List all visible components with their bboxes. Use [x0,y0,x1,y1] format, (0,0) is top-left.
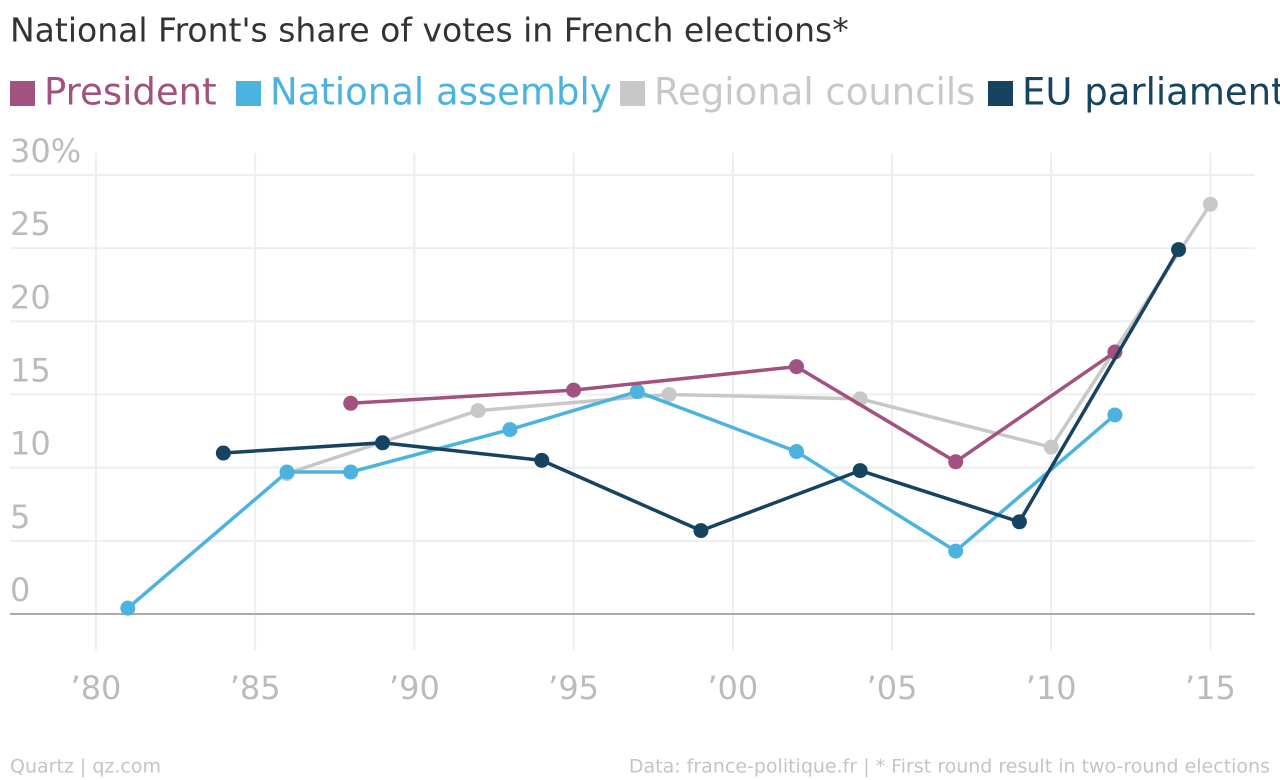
data-point [948,543,964,559]
data-point [1043,439,1059,455]
x-tick-label: ’00 [707,669,758,707]
legend-label: Regional councils [654,71,975,114]
data-point [534,452,550,468]
y-tick-label: 20 [10,278,51,316]
data-point [661,386,677,402]
data-point [1107,407,1123,423]
data-point [693,523,709,539]
data-point [948,454,964,470]
data-point [788,359,804,375]
data-point [120,600,136,616]
data-point [215,445,231,461]
data-point [279,464,295,480]
data-point [502,422,518,438]
series-line [286,203,1212,476]
x-tick-label: ’05 [867,669,918,707]
legend-swatch [620,81,645,106]
y-tick-label: 0 [10,571,30,609]
data-point [1202,196,1218,212]
legend-swatch [988,81,1013,106]
x-tick-label: ’80 [71,669,122,707]
x-tick-label: ’85 [230,669,281,707]
x-tick-label: ’95 [548,669,599,707]
legend-swatch [10,81,35,106]
data-point [470,403,486,419]
legend-label: National assembly [270,71,612,114]
data-point [1171,242,1187,258]
y-tick-label: 10 [10,425,51,463]
legend-swatch [236,81,261,106]
y-tick-label: 5 [10,498,30,536]
note: Data: france-politique.fr | * First roun… [629,756,1270,778]
data-point [852,463,868,479]
chart-title: National Front's share of votes in Frenc… [10,11,849,50]
data-point [1011,514,1027,530]
legend-label: EU parliament [1022,71,1280,114]
x-tick-label: ’15 [1185,669,1236,707]
y-tick-label: 30% [10,132,81,170]
series-line [223,248,1181,533]
data-point [375,435,391,451]
y-tick-label: 25 [10,205,51,243]
data-point [343,395,359,411]
source: Quartz | qz.com [10,756,161,778]
data-point [343,464,359,480]
data-point [788,444,804,460]
data-point [1107,344,1123,360]
series-line [126,389,1117,610]
x-tick-label: ’90 [389,669,440,707]
x-tick-label: ’10 [1026,669,1077,707]
legend-label: President [44,71,217,114]
data-point [566,382,582,398]
y-tick-label: 15 [10,351,51,389]
data-point [629,384,645,400]
